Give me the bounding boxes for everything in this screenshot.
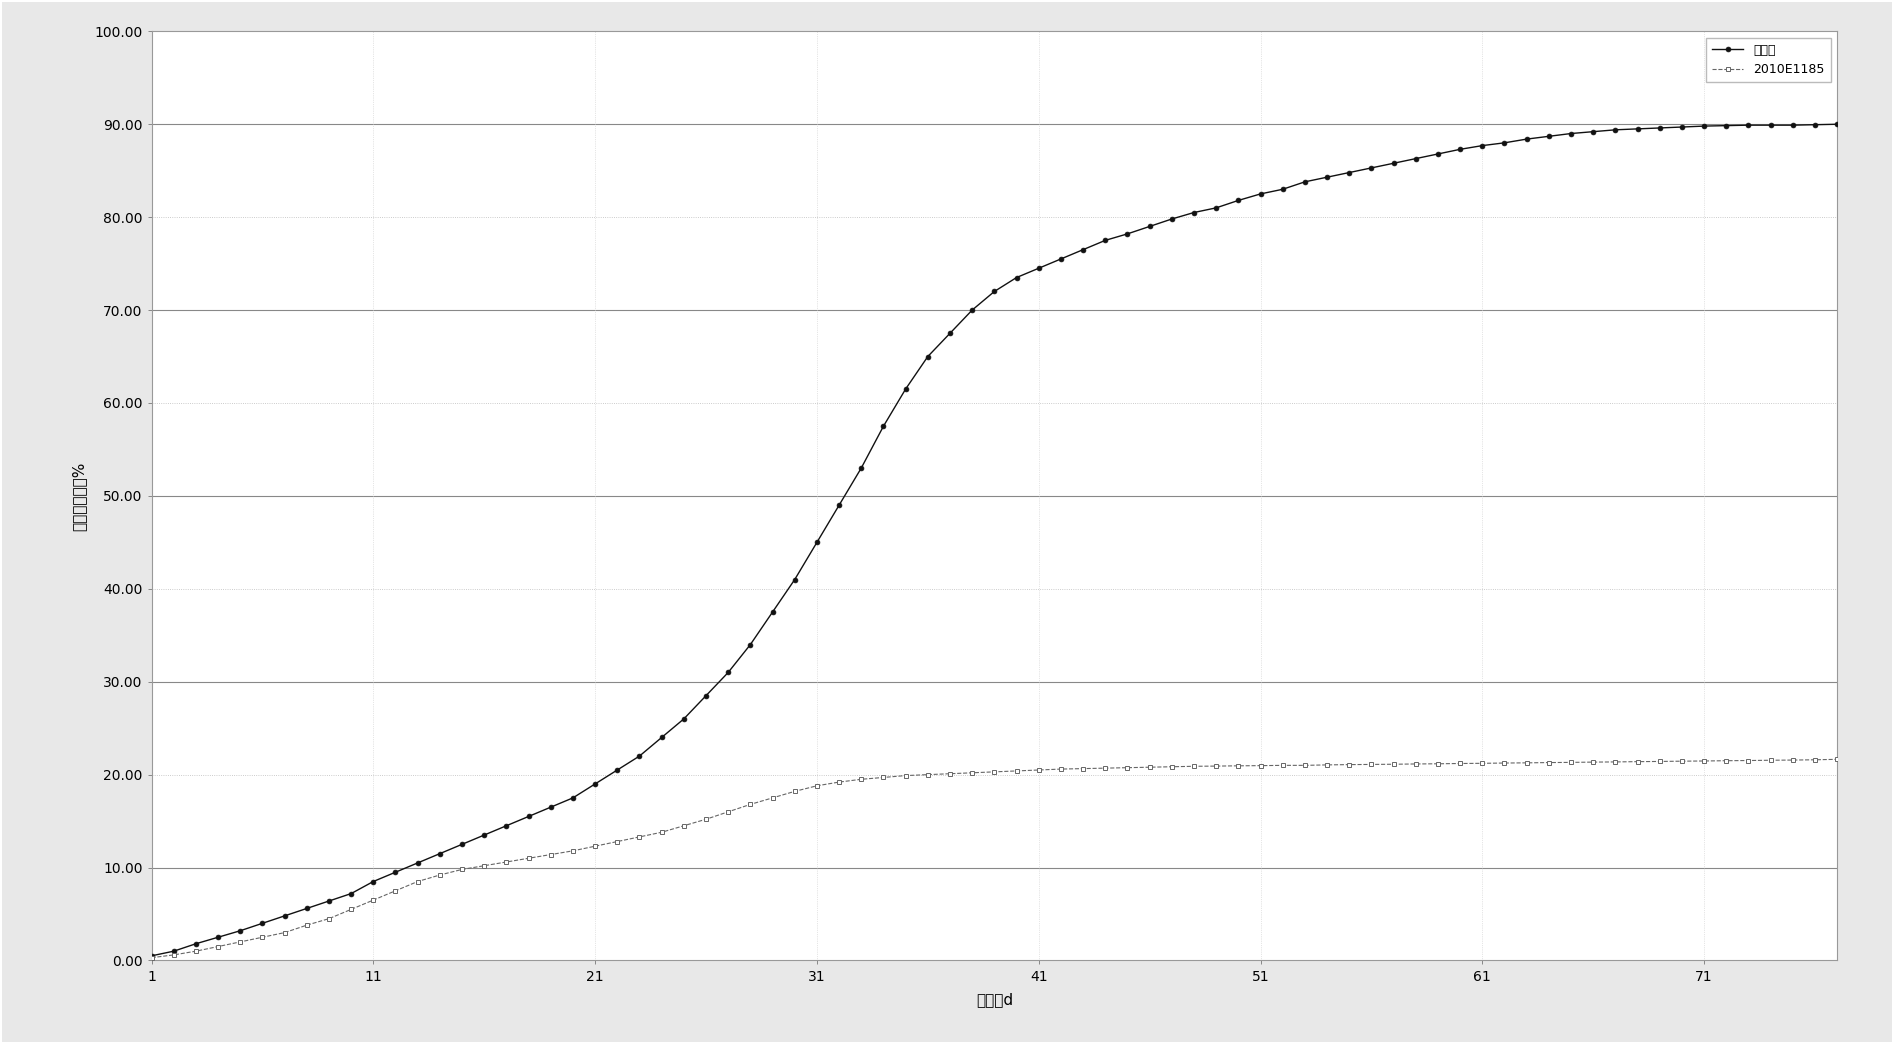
- 2010E1185: [871, 772, 894, 784]
- 2010E1185: [1826, 753, 1849, 765]
- 2010E1185: [140, 951, 163, 964]
- 纤维素: [695, 689, 718, 702]
- X-axis label: 天数，d: 天数，d: [975, 992, 1013, 1006]
- 2010E1185: [1072, 762, 1095, 775]
- 纤维素: [1826, 118, 1849, 130]
- Line: 纤维素: 纤维素: [150, 122, 1839, 958]
- 2010E1185: [828, 776, 850, 788]
- 纤维素: [871, 420, 894, 432]
- 2010E1185: [474, 859, 496, 872]
- 2010E1185: [695, 813, 718, 826]
- 2010E1185: [716, 806, 739, 818]
- Line: 2010E1185: 2010E1185: [150, 757, 1839, 959]
- Y-axis label: 生物分解率，%: 生物分解率，%: [70, 461, 85, 530]
- 纤维素: [828, 499, 850, 512]
- 纤维素: [1072, 243, 1095, 256]
- Legend: 纤维素, 2010E1185: 纤维素, 2010E1185: [1706, 38, 1831, 82]
- 纤维素: [140, 950, 163, 963]
- 纤维素: [716, 666, 739, 679]
- 纤维素: [474, 829, 496, 841]
